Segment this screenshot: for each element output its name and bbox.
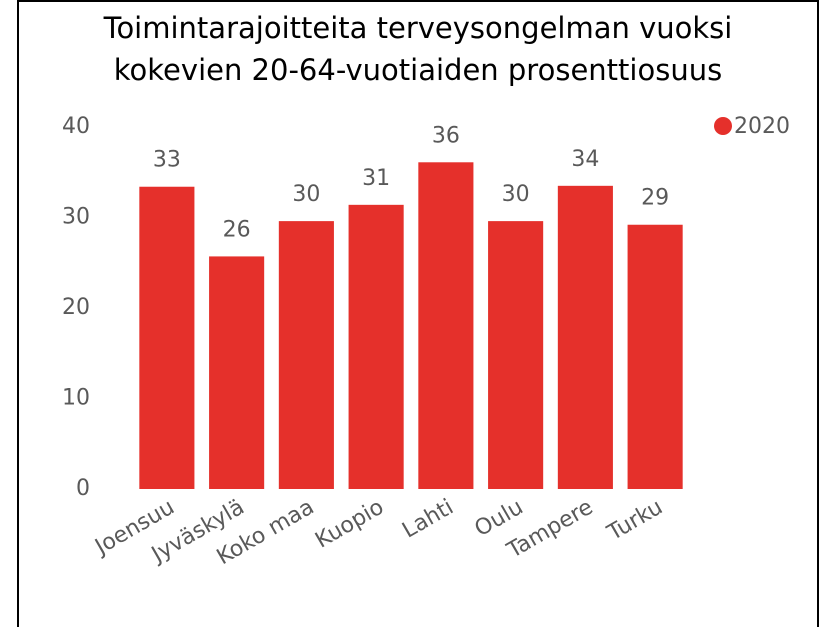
legend-marker [714,117,732,135]
bar [139,186,195,490]
bar [557,185,613,489]
chart-title: Toimintarajoitteita terveysongelman vuok… [103,11,733,45]
x-tick-label: Turku [603,495,668,547]
bar [278,221,334,489]
value-label: 26 [223,217,251,242]
frame [17,0,819,627]
y-tick-label: 30 [62,205,90,230]
bar [488,221,544,489]
x-tick-label: Lahti [398,495,458,544]
y-tick-label: 0 [76,476,90,501]
value-label: 30 [502,182,530,207]
value-label: 29 [641,186,669,211]
value-label: 34 [571,147,599,172]
chart-title: kokevien 20-64-vuotiaiden prosenttiosuus [114,53,722,87]
y-tick-label: 20 [62,295,90,320]
x-tick-label: Kuopio [311,495,388,554]
bar [209,256,265,489]
y-tick-label: 10 [62,386,90,411]
bar [627,224,683,490]
value-label: 36 [432,123,460,148]
legend-label: 2020 [734,114,790,139]
bar [348,204,404,489]
value-label: 30 [292,182,320,207]
y-tick-label: 40 [62,114,90,139]
value-label: 33 [153,148,181,173]
bar [418,162,474,490]
value-label: 31 [362,166,390,191]
